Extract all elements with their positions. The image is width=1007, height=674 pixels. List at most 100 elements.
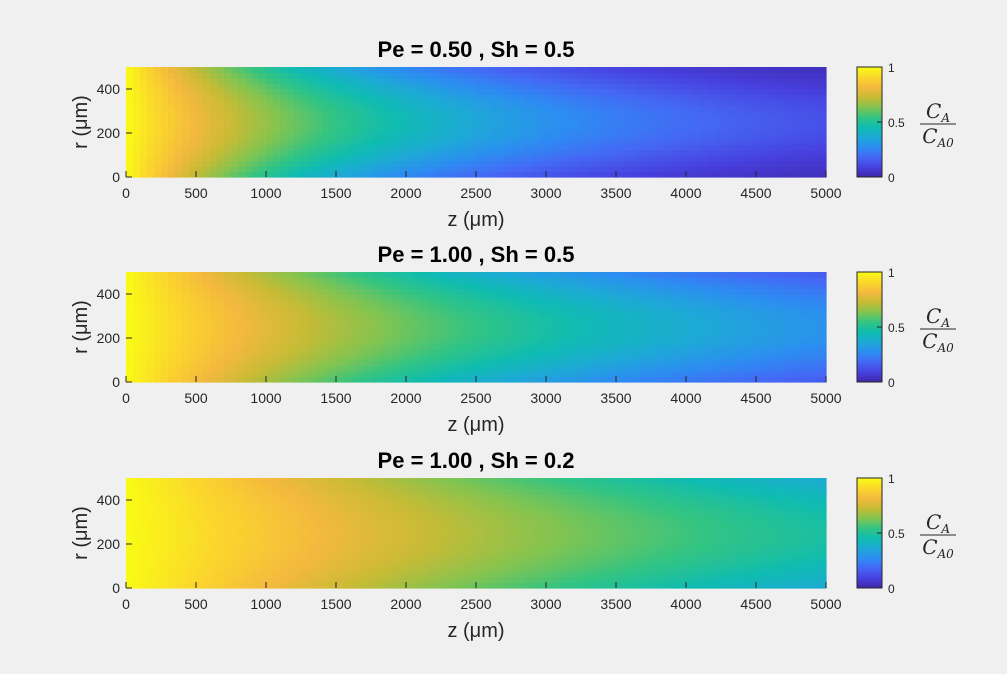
heatmap-cell bbox=[161, 560, 169, 567]
heatmap-cell bbox=[315, 316, 323, 323]
heatmap-cell bbox=[819, 78, 827, 85]
heatmap-cell bbox=[721, 122, 729, 129]
heatmap-cell bbox=[371, 582, 379, 589]
heatmap-cell bbox=[665, 72, 673, 79]
heatmap-cell bbox=[805, 272, 813, 279]
heatmap-cell bbox=[392, 371, 400, 378]
heatmap-cell bbox=[371, 533, 379, 540]
heatmap-cell bbox=[777, 376, 785, 383]
heatmap-cell bbox=[406, 122, 414, 129]
heatmap-cell bbox=[819, 360, 827, 367]
heatmap-cell bbox=[385, 332, 393, 339]
heatmap-cell bbox=[329, 522, 337, 529]
heatmap-cell bbox=[154, 100, 162, 107]
heatmap-cell bbox=[574, 89, 582, 96]
heatmap-cell bbox=[259, 516, 267, 523]
heatmap-cell bbox=[462, 72, 470, 79]
heatmap-cell bbox=[343, 516, 351, 523]
heatmap-cell bbox=[742, 133, 750, 140]
heatmap-cell bbox=[336, 533, 344, 540]
heatmap-cell bbox=[378, 316, 386, 323]
heatmap-cell bbox=[567, 305, 575, 312]
heatmap-cell bbox=[637, 122, 645, 129]
heatmap-cell bbox=[819, 338, 827, 345]
heatmap-cell bbox=[469, 111, 477, 118]
colorbar-swatch bbox=[857, 363, 882, 366]
heatmap-cell bbox=[749, 89, 757, 96]
heatmap-cell bbox=[448, 338, 456, 345]
heatmap-cell bbox=[287, 94, 295, 101]
heatmap-cell bbox=[406, 294, 414, 301]
heatmap-cell bbox=[553, 160, 561, 167]
heatmap-cell bbox=[490, 283, 498, 290]
heatmap-cell bbox=[791, 294, 799, 301]
heatmap-cell bbox=[420, 133, 428, 140]
heatmap-cell bbox=[238, 272, 246, 279]
heatmap-cell bbox=[133, 105, 141, 112]
heatmap-cell bbox=[462, 166, 470, 173]
heatmap-cell bbox=[497, 316, 505, 323]
heatmap-cell bbox=[553, 327, 561, 334]
heatmap-cell bbox=[469, 360, 477, 367]
heatmap-cell bbox=[812, 376, 820, 383]
heatmap-cell bbox=[287, 538, 295, 545]
heatmap-cell bbox=[189, 283, 197, 290]
heatmap-cell bbox=[672, 338, 680, 345]
heatmap-cell bbox=[777, 277, 785, 284]
heatmap-cell bbox=[252, 522, 260, 529]
heatmap-cell bbox=[392, 155, 400, 162]
heatmap-cell bbox=[350, 283, 358, 290]
heatmap-cell bbox=[455, 371, 463, 378]
heatmap-cell bbox=[546, 133, 554, 140]
heatmap-cell bbox=[280, 522, 288, 529]
heatmap-cell bbox=[588, 144, 596, 151]
colorbar-swatch bbox=[857, 82, 882, 85]
heatmap-cell bbox=[280, 144, 288, 151]
heatmap-cell bbox=[518, 349, 526, 356]
heatmap-cell bbox=[266, 544, 274, 551]
heatmap-cell bbox=[812, 155, 820, 162]
heatmap-cell bbox=[329, 305, 337, 312]
heatmap-cell bbox=[714, 376, 722, 383]
heatmap-cell bbox=[189, 78, 197, 85]
heatmap-cell bbox=[196, 116, 204, 123]
heatmap-cell bbox=[301, 144, 309, 151]
heatmap-cell bbox=[700, 365, 708, 372]
heatmap-cell bbox=[189, 144, 197, 151]
heatmap-cell bbox=[203, 566, 211, 573]
heatmap-cell bbox=[805, 376, 813, 383]
heatmap-cell bbox=[203, 116, 211, 123]
heatmap-cell bbox=[518, 105, 526, 112]
heatmap-cell bbox=[245, 343, 253, 350]
heatmap-cell bbox=[399, 354, 407, 361]
heatmap-cell bbox=[777, 365, 785, 372]
heatmap-cell bbox=[728, 327, 736, 334]
heatmap-cell bbox=[287, 299, 295, 306]
heatmap-cell bbox=[413, 299, 421, 306]
heatmap-cell bbox=[140, 544, 148, 551]
heatmap-cell bbox=[196, 171, 204, 178]
heatmap-cell bbox=[532, 155, 540, 162]
heatmap-cell bbox=[728, 343, 736, 350]
heatmap-cell bbox=[511, 78, 519, 85]
heatmap-cell bbox=[287, 533, 295, 540]
heatmap-cell bbox=[203, 294, 211, 301]
heatmap-cell bbox=[196, 505, 204, 512]
heatmap-cell bbox=[371, 522, 379, 529]
heatmap-cell bbox=[294, 365, 302, 372]
heatmap-cell bbox=[385, 549, 393, 556]
heatmap-cell bbox=[133, 354, 141, 361]
heatmap-cell bbox=[357, 555, 365, 562]
heatmap-cell bbox=[238, 166, 246, 173]
heatmap-cell bbox=[616, 105, 624, 112]
heatmap-cell bbox=[126, 533, 134, 540]
heatmap-cell bbox=[735, 365, 743, 372]
heatmap-cell bbox=[588, 305, 596, 312]
heatmap-cell bbox=[357, 489, 365, 496]
heatmap-cell bbox=[378, 155, 386, 162]
heatmap-cell bbox=[406, 316, 414, 323]
colorbar-swatch bbox=[857, 96, 882, 99]
heatmap-cell bbox=[693, 72, 701, 79]
heatmap-cell bbox=[728, 371, 736, 378]
